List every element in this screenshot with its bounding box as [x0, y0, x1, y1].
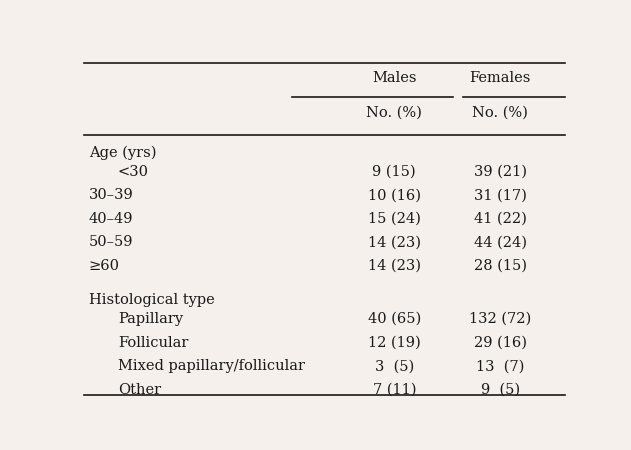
Text: 10 (16): 10 (16)	[368, 189, 421, 202]
Text: 132 (72): 132 (72)	[469, 312, 531, 326]
Text: 40–49: 40–49	[88, 212, 133, 226]
Text: Histological type: Histological type	[88, 293, 215, 307]
Text: Follicular: Follicular	[118, 336, 189, 350]
Text: <30: <30	[118, 165, 149, 179]
Text: 7 (11): 7 (11)	[372, 383, 416, 397]
Text: 41 (22): 41 (22)	[474, 212, 527, 226]
Text: 13  (7): 13 (7)	[476, 359, 524, 373]
Text: 9 (15): 9 (15)	[372, 165, 416, 179]
Text: 28 (15): 28 (15)	[474, 259, 527, 273]
Text: Age (yrs): Age (yrs)	[88, 145, 156, 160]
Text: 14 (23): 14 (23)	[368, 259, 421, 273]
Text: 40 (65): 40 (65)	[368, 312, 421, 326]
Text: No. (%): No. (%)	[473, 106, 528, 120]
Text: Other: Other	[118, 383, 161, 397]
Text: 14 (23): 14 (23)	[368, 235, 421, 249]
Text: 44 (24): 44 (24)	[474, 235, 527, 249]
Text: 9  (5): 9 (5)	[481, 383, 520, 397]
Text: Females: Females	[469, 71, 531, 85]
Text: Mixed papillary/follicular: Mixed papillary/follicular	[118, 359, 305, 373]
Text: 29 (16): 29 (16)	[474, 336, 527, 350]
Text: 15 (24): 15 (24)	[368, 212, 421, 226]
Text: 12 (19): 12 (19)	[368, 336, 421, 350]
Text: Males: Males	[372, 71, 416, 85]
Text: Papillary: Papillary	[118, 312, 183, 326]
Text: 30–39: 30–39	[88, 189, 133, 202]
Text: 31 (17): 31 (17)	[474, 189, 527, 202]
Text: 50–59: 50–59	[88, 235, 133, 249]
Text: 3  (5): 3 (5)	[375, 359, 414, 373]
Text: No. (%): No. (%)	[367, 106, 422, 120]
Text: ≥60: ≥60	[88, 259, 120, 273]
Text: 39 (21): 39 (21)	[474, 165, 527, 179]
